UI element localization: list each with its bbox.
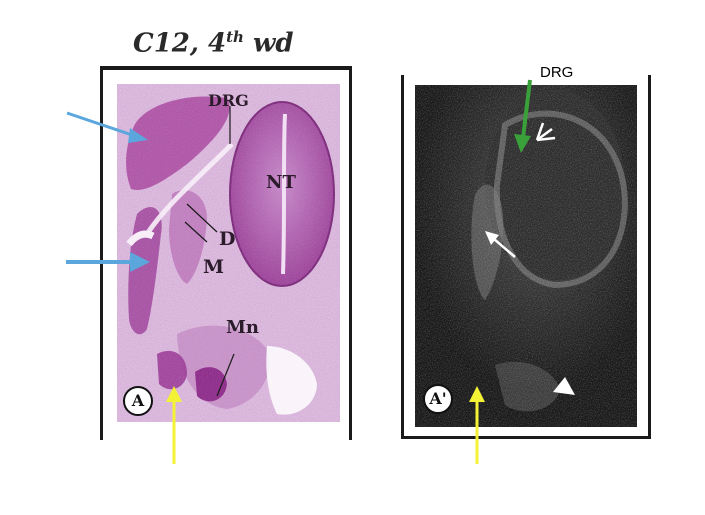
yellow-arrow-b-icon (469, 386, 485, 464)
panel-a-frame (100, 66, 352, 440)
label-drg: DRG (208, 91, 249, 110)
panel-b-frame (401, 75, 651, 439)
label-nt: NT (266, 172, 296, 193)
yellow-arrow-a-icon (166, 386, 182, 464)
label-mn: Mn (226, 317, 260, 338)
panel-a-badge: A (123, 386, 153, 416)
figure-title: C12, 4th wd (133, 28, 294, 59)
label-d: D (219, 228, 236, 250)
panel-a-histology-image (117, 84, 340, 422)
green-arrow-icon (514, 79, 532, 153)
blue-arrow-top-icon (66, 111, 148, 143)
panel-b-badge: A' (423, 384, 453, 414)
blue-arrow-bottom-icon (66, 252, 150, 272)
label-m: M (203, 256, 225, 278)
label-drg-darkfield: DRG (540, 64, 574, 81)
